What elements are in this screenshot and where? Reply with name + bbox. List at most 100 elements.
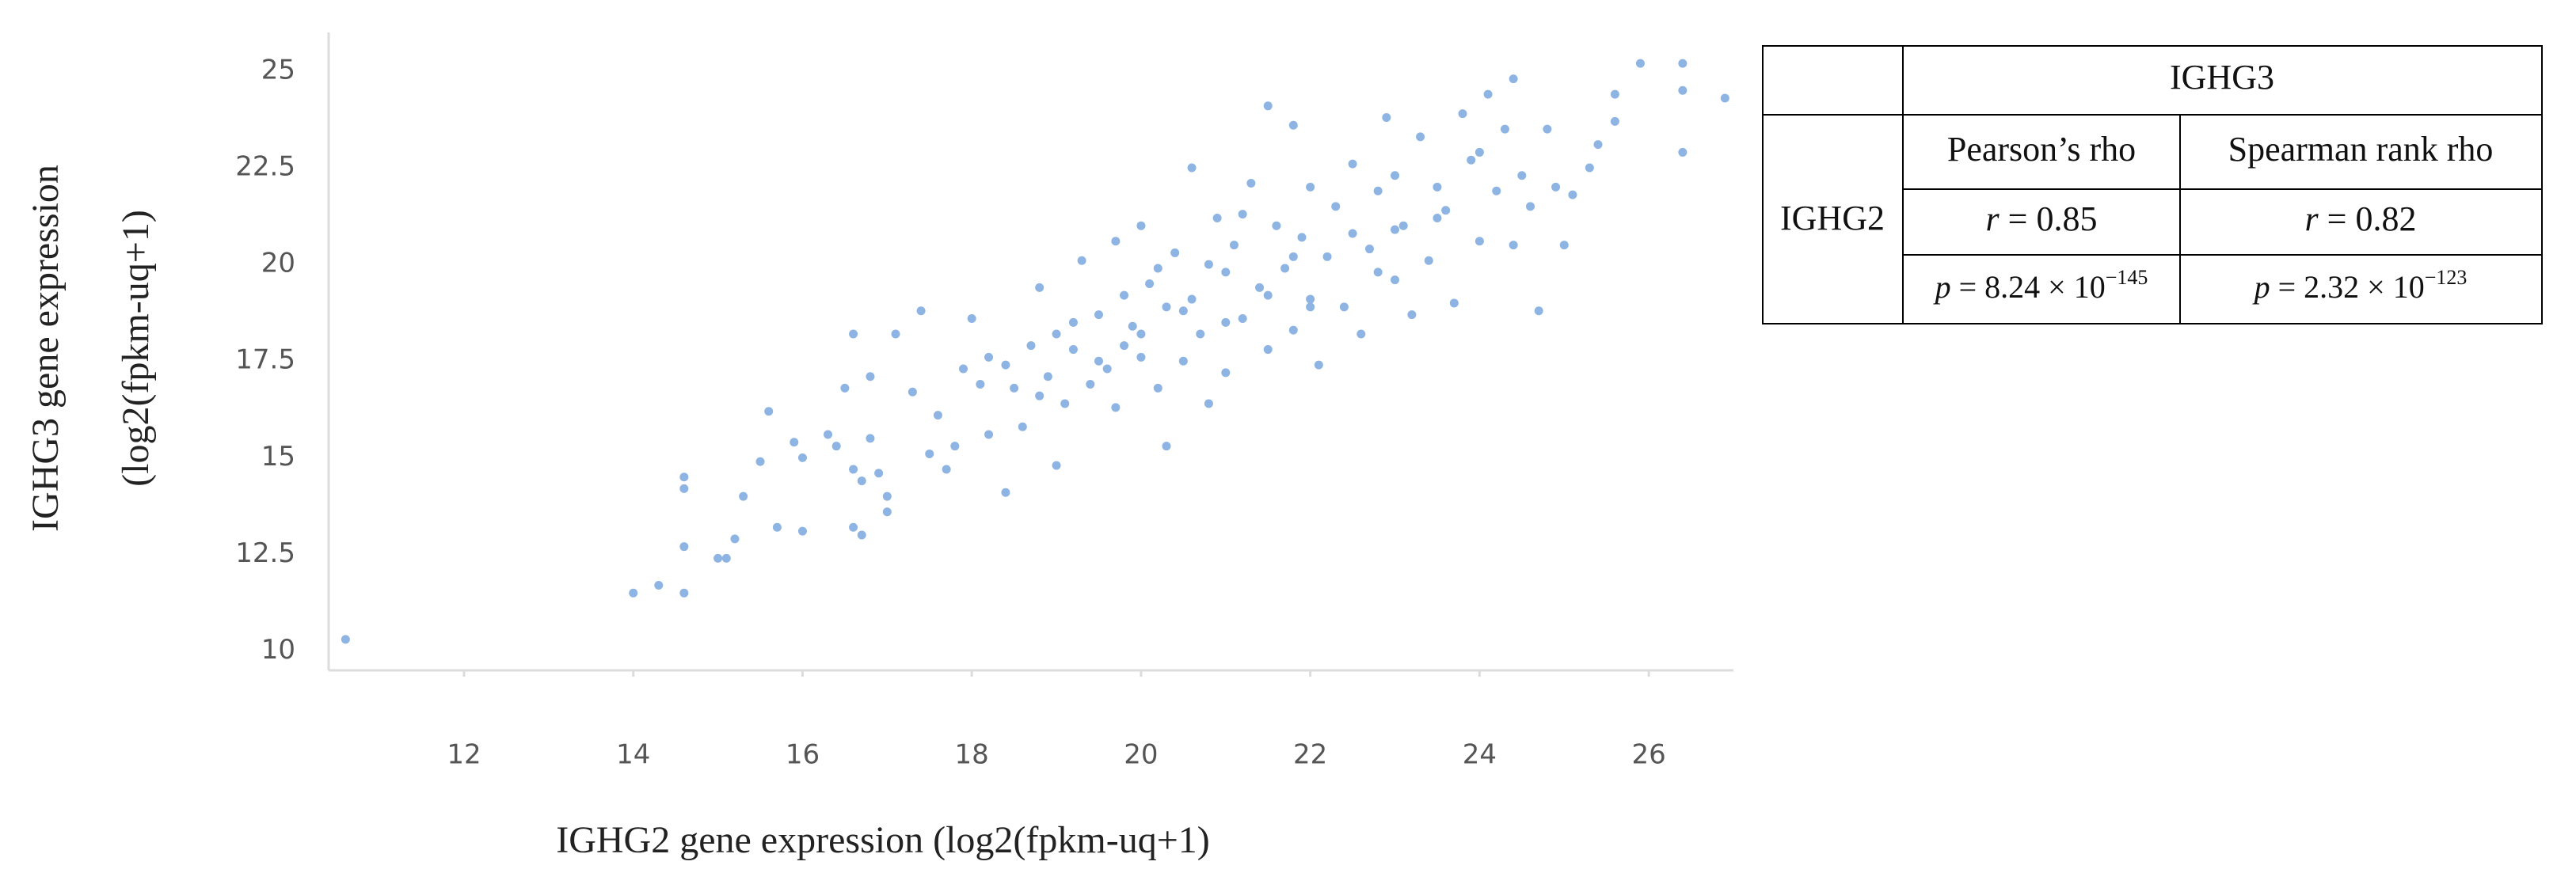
point: [1162, 302, 1171, 312]
point: [916, 306, 926, 316]
point: [629, 588, 638, 598]
point: [755, 457, 765, 466]
point: [1331, 202, 1341, 211]
point: [1136, 221, 1146, 230]
point: [1306, 302, 1315, 312]
point: [1391, 275, 1400, 285]
point: [824, 430, 833, 439]
point: [1526, 202, 1535, 211]
point: [1585, 163, 1594, 173]
x-tick-label: 26: [1631, 739, 1665, 771]
point: [1178, 356, 1188, 366]
point: [1255, 283, 1265, 292]
point: [1407, 310, 1417, 320]
point: [1221, 368, 1231, 378]
point: [866, 434, 875, 443]
point: [1373, 268, 1383, 277]
value: = 8.24 × 10: [1951, 269, 2106, 305]
point: [1238, 210, 1247, 219]
point: [1509, 241, 1518, 250]
point: [790, 438, 799, 447]
point: [959, 364, 968, 374]
point: [857, 530, 866, 540]
table-border: [1762, 45, 2543, 324]
point: [925, 449, 934, 458]
point: [1288, 325, 1298, 335]
point: [1297, 233, 1307, 242]
value: = 0.82: [2319, 199, 2417, 238]
point: [1178, 306, 1188, 316]
point: [984, 430, 994, 439]
y-tick-label: 10: [261, 634, 295, 666]
point: [1018, 422, 1027, 431]
point: [1111, 237, 1121, 246]
point: [849, 465, 858, 474]
r-cell: r = 0.82: [2305, 199, 2417, 238]
point: [1474, 237, 1484, 246]
point: [1068, 345, 1078, 355]
column-name: Pearson’s rho: [1947, 130, 2136, 169]
point: [1391, 171, 1400, 180]
x-axis-title: IGHG2 gene expression (log2(fpkm-uq+1): [556, 819, 1210, 861]
point: [1035, 283, 1044, 292]
point: [976, 380, 985, 389]
point: [1288, 120, 1298, 130]
point: [1559, 241, 1569, 250]
point: [1483, 89, 1493, 99]
point: [1314, 360, 1323, 370]
r-cell: r = 0.85: [1986, 199, 2098, 238]
point: [1474, 147, 1484, 157]
point: [341, 635, 350, 644]
point: [1678, 59, 1688, 68]
point: [1517, 171, 1527, 180]
point: [1391, 225, 1400, 234]
point: [1424, 256, 1433, 265]
point: [1187, 294, 1197, 304]
point: [1339, 302, 1349, 312]
point: [1077, 256, 1086, 265]
column-name: Spearman rank rho: [2228, 130, 2494, 169]
point: [1204, 399, 1213, 408]
point: [1043, 372, 1052, 381]
variable: p: [1933, 269, 1951, 305]
point: [942, 465, 951, 474]
point: [1068, 317, 1078, 327]
y-tick-label: 17.5: [235, 344, 295, 376]
point: [730, 534, 740, 544]
point: [1348, 229, 1357, 238]
x-tick-label: 14: [616, 739, 650, 771]
p-cell: p = 8.24 × 10−145: [1933, 266, 2148, 305]
point: [1263, 345, 1273, 355]
point: [1170, 248, 1180, 257]
point: [1382, 112, 1391, 122]
point: [1356, 329, 1366, 339]
stats-table: IGHG3 IGHG2 Pearson’s rho Spearman rank …: [1762, 45, 2543, 324]
point: [1153, 383, 1162, 393]
point: [1348, 159, 1357, 169]
point: [1001, 488, 1010, 497]
point: [1052, 329, 1061, 339]
point: [1458, 109, 1467, 119]
point: [1102, 364, 1112, 374]
x-tick-label: 16: [786, 739, 820, 771]
point: [1433, 213, 1442, 222]
point: [1467, 155, 1476, 165]
point: [1543, 124, 1552, 134]
point: [1086, 380, 1095, 389]
x-tick-label: 12: [447, 739, 481, 771]
y-tick-label: 12.5: [235, 537, 295, 569]
y-tick-label: 22.5: [235, 150, 295, 182]
point: [679, 542, 689, 552]
point: [1449, 298, 1459, 308]
y-tick-label: 20: [261, 248, 295, 279]
point: [1246, 179, 1256, 188]
point: [1060, 399, 1070, 408]
x-tick-label: 18: [955, 739, 989, 771]
point: [1678, 85, 1688, 95]
point: [1221, 268, 1231, 277]
point: [654, 581, 664, 590]
row-header: IGHG2: [1780, 199, 1885, 237]
exponent: −123: [2425, 266, 2468, 289]
point: [1136, 352, 1146, 362]
